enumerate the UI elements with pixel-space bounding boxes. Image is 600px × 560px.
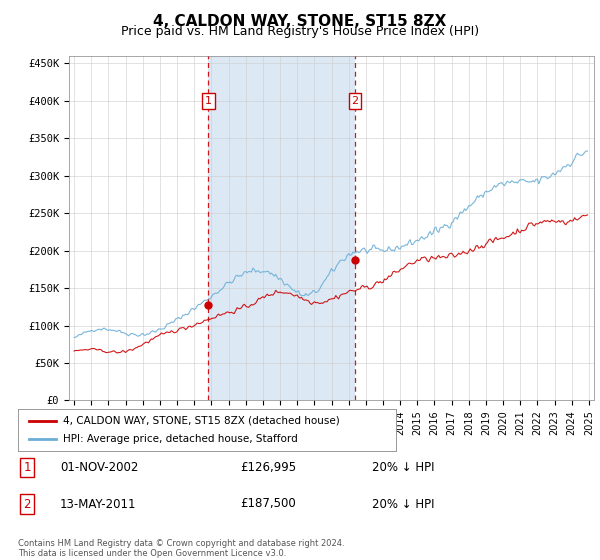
Text: 20% ↓ HPI: 20% ↓ HPI <box>372 461 434 474</box>
Text: HPI: Average price, detached house, Stafford: HPI: Average price, detached house, Staf… <box>64 434 298 444</box>
Text: 20% ↓ HPI: 20% ↓ HPI <box>372 497 434 511</box>
Text: Price paid vs. HM Land Registry's House Price Index (HPI): Price paid vs. HM Land Registry's House … <box>121 25 479 38</box>
Text: 1: 1 <box>205 96 212 106</box>
Text: 2: 2 <box>352 96 359 106</box>
Text: 2: 2 <box>23 497 31 511</box>
Text: 4, CALDON WAY, STONE, ST15 8ZX (detached house): 4, CALDON WAY, STONE, ST15 8ZX (detached… <box>64 416 340 426</box>
Text: Contains HM Land Registry data © Crown copyright and database right 2024.: Contains HM Land Registry data © Crown c… <box>18 539 344 548</box>
Text: This data is licensed under the Open Government Licence v3.0.: This data is licensed under the Open Gov… <box>18 549 286 558</box>
Bar <box>208 56 355 400</box>
Text: 01-NOV-2002: 01-NOV-2002 <box>60 461 139 474</box>
Text: £187,500: £187,500 <box>240 497 296 511</box>
Text: 1: 1 <box>23 461 31 474</box>
Text: 4, CALDON WAY, STONE, ST15 8ZX: 4, CALDON WAY, STONE, ST15 8ZX <box>154 14 446 29</box>
Text: 13-MAY-2011: 13-MAY-2011 <box>60 497 137 511</box>
Text: £126,995: £126,995 <box>240 461 296 474</box>
